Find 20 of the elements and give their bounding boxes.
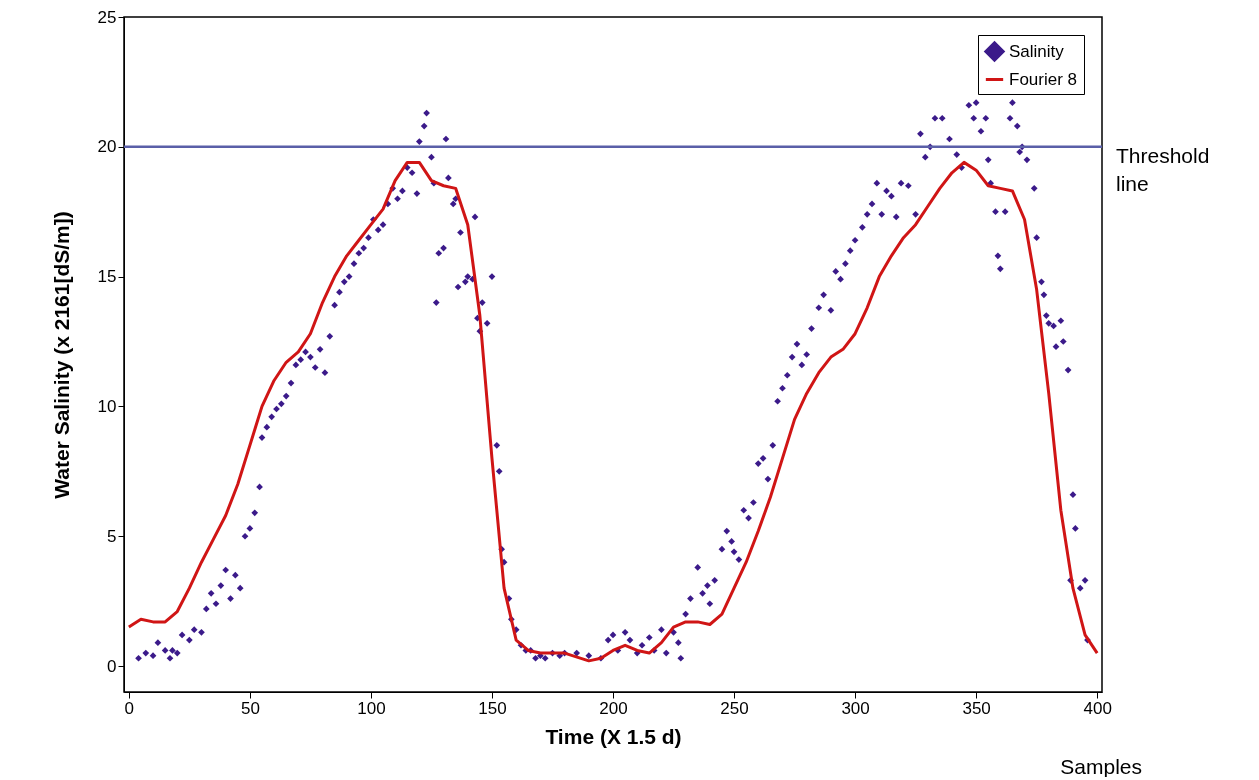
legend-label: Fourier 8 xyxy=(1009,69,1078,89)
x-tick-label: 150 xyxy=(478,698,507,718)
x-tick-label: 250 xyxy=(720,698,749,718)
x-tick-label: 300 xyxy=(841,698,870,718)
x-axis-title: Time (X 1.5 d) xyxy=(545,724,682,748)
y-axis-title: Water Salinity (x 2161[dS/m]) xyxy=(49,211,73,499)
y-tick-label: 25 xyxy=(97,7,117,27)
x-tick-label: 100 xyxy=(357,698,386,718)
x-tick-label: 400 xyxy=(1083,698,1112,718)
x-tick-label: 200 xyxy=(599,698,628,718)
x-tick-label: 0 xyxy=(124,698,135,718)
y-tick-label: 15 xyxy=(97,267,117,287)
y-tick-label: 5 xyxy=(107,526,117,546)
y-tick-label: 20 xyxy=(97,137,117,157)
y-tick-label: 10 xyxy=(97,396,117,416)
ref-line-label: Threshold line xyxy=(1116,143,1210,195)
x-tick-label: 350 xyxy=(962,698,991,718)
y-tick-label: 0 xyxy=(107,656,117,676)
legend-label: Salinity xyxy=(1009,41,1065,61)
x-tick-label: 50 xyxy=(240,698,260,718)
